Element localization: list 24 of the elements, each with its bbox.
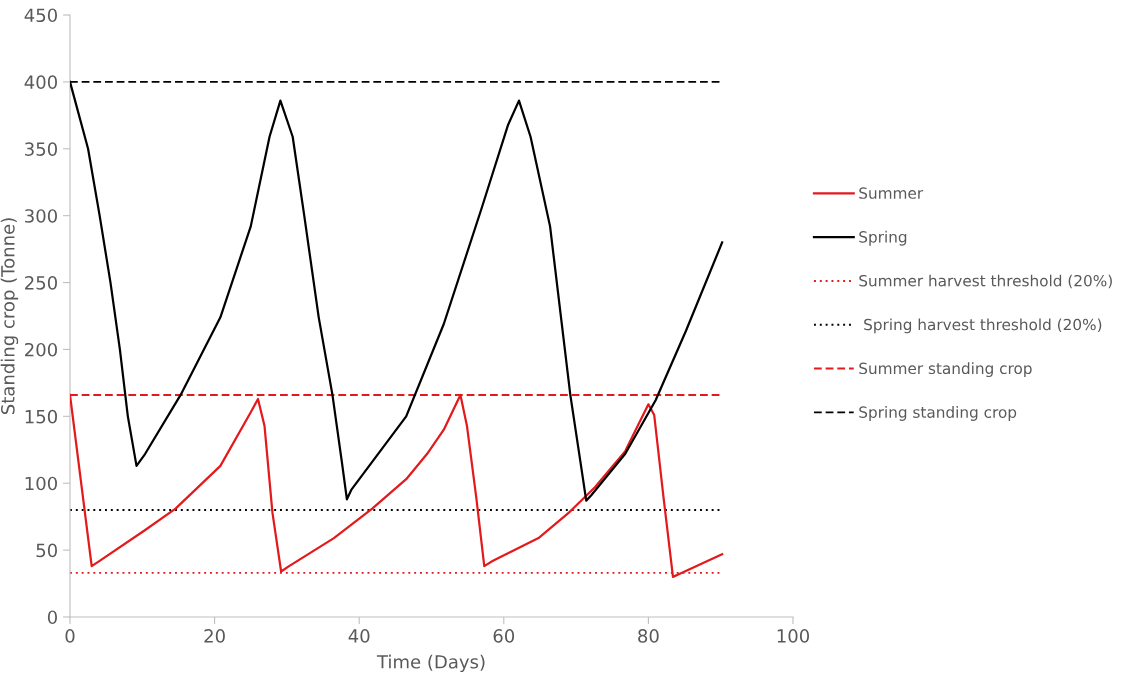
legend-label: Spring harvest threshold (20%) (864, 318, 1102, 334)
legend-label: Spring (859, 230, 907, 246)
y-tick-label: 0 (47, 610, 57, 625)
y-tick-label: 400 (24, 75, 57, 90)
y-tick-label: 200 (25, 342, 57, 357)
y-tick-label: 100 (25, 476, 57, 491)
y-tick-label: 450 (24, 8, 57, 23)
x-tick-label: 80 (638, 629, 659, 643)
legend-label: Summer harvest threshold (20%) (859, 274, 1112, 289)
legend-label: Summer (859, 187, 924, 199)
x-tick-label: 60 (493, 629, 515, 643)
y-tick-label: 250 (25, 276, 57, 290)
y-tick-label: 300 (25, 209, 57, 223)
x-axis-title: Time (Days) (376, 654, 485, 673)
legend-label: Spring standing crop (859, 406, 1017, 421)
x-tick-label: 40 (348, 629, 370, 643)
x-tick-label: 20 (204, 629, 225, 643)
y-tick-label: 150 (25, 409, 57, 424)
y-tick-label: 350 (25, 142, 57, 156)
y-axis-title: Standing crop (Tonne) (0, 218, 19, 415)
x-tick-label: 100 (777, 629, 810, 643)
legend-label: Summer standing crop (859, 362, 1032, 378)
x-tick-label: 0 (65, 629, 75, 643)
y-tick-label: 50 (36, 543, 57, 558)
